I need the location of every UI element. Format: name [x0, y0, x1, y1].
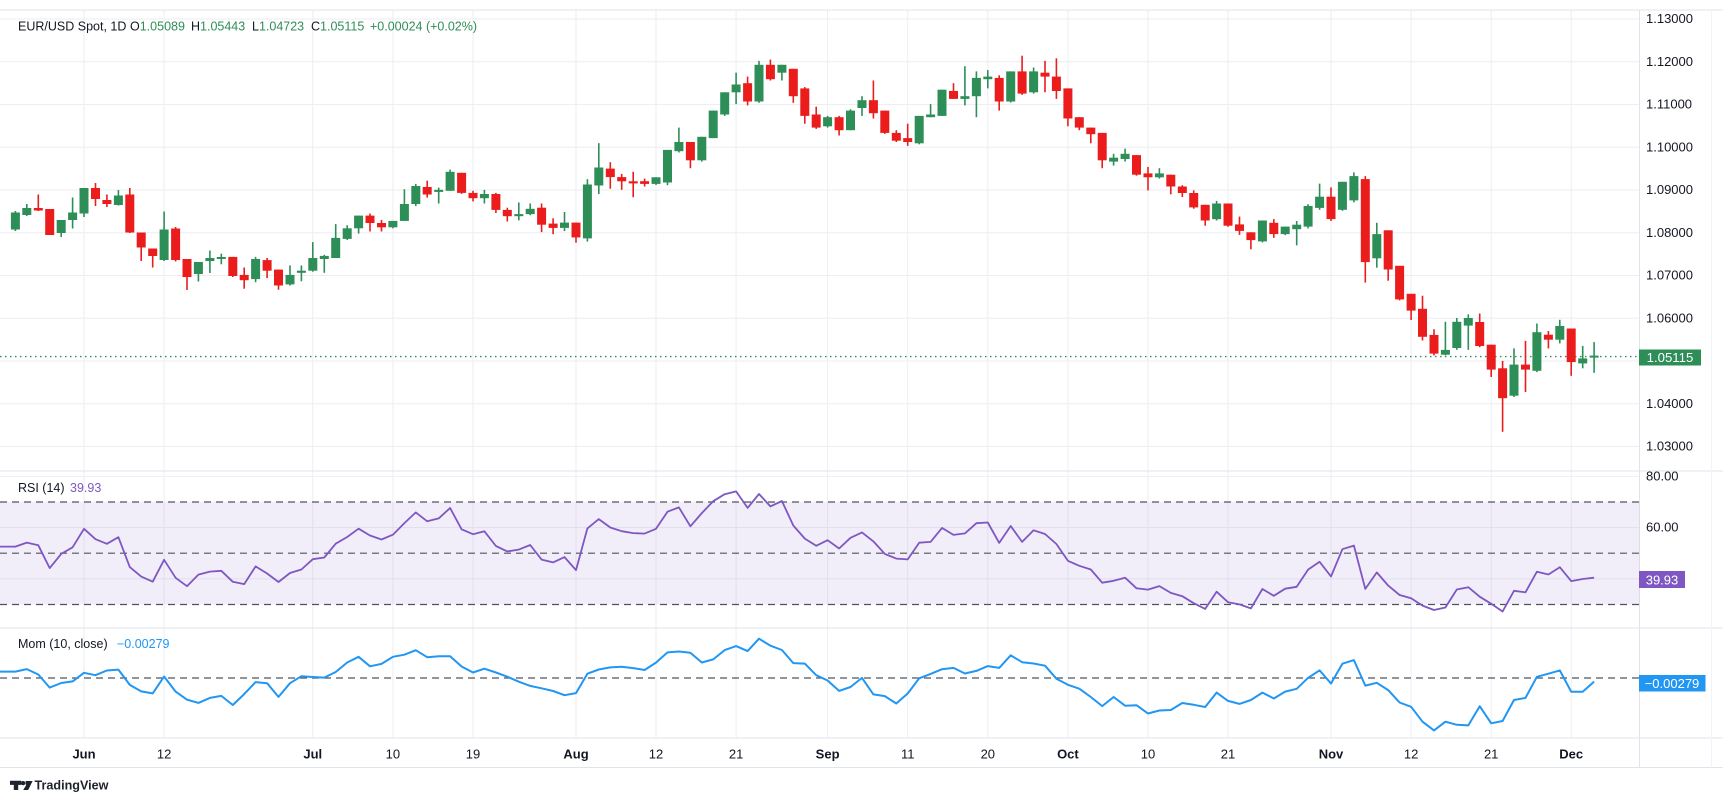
- svg-text:O1.05089: O1.05089: [130, 20, 185, 34]
- svg-text:−0.00279: −0.00279: [117, 637, 170, 651]
- svg-text:10: 10: [386, 747, 400, 762]
- svg-text:21: 21: [1221, 747, 1235, 762]
- svg-text:1.03000: 1.03000: [1646, 439, 1693, 454]
- svg-text:1.04000: 1.04000: [1646, 396, 1693, 411]
- svg-text:21: 21: [1484, 747, 1498, 762]
- svg-text:Sep: Sep: [816, 747, 840, 762]
- svg-text:39.93: 39.93: [70, 481, 101, 495]
- svg-text:1.10000: 1.10000: [1646, 139, 1693, 154]
- svg-text:20: 20: [981, 747, 995, 762]
- svg-text:1.06000: 1.06000: [1646, 310, 1693, 325]
- svg-text:Dec: Dec: [1559, 747, 1583, 762]
- svg-text:1.12000: 1.12000: [1646, 54, 1693, 69]
- svg-text:80.00: 80.00: [1646, 468, 1679, 483]
- svg-text:Jul: Jul: [303, 747, 322, 762]
- svg-text:Aug: Aug: [563, 747, 588, 762]
- svg-text:Oct: Oct: [1057, 747, 1079, 762]
- svg-text:1.07000: 1.07000: [1646, 268, 1693, 283]
- svg-text:H1.05443: H1.05443: [191, 20, 245, 34]
- svg-text:19: 19: [466, 747, 480, 762]
- svg-text:12: 12: [157, 747, 171, 762]
- svg-text:12: 12: [1404, 747, 1418, 762]
- svg-text:1.13000: 1.13000: [1646, 11, 1693, 26]
- svg-text:12: 12: [649, 747, 663, 762]
- svg-text:39.93: 39.93: [1646, 573, 1679, 588]
- svg-text:Nov: Nov: [1319, 747, 1344, 762]
- svg-text:TradingView: TradingView: [35, 779, 109, 793]
- svg-text:10: 10: [1141, 747, 1155, 762]
- svg-text:+0.00024 (+0.02%): +0.00024 (+0.02%): [370, 20, 477, 34]
- svg-text:Mom (10, close): Mom (10, close): [18, 637, 108, 651]
- svg-text:−0.00279: −0.00279: [1645, 676, 1700, 691]
- svg-text:21: 21: [729, 747, 743, 762]
- svg-text:11: 11: [901, 747, 915, 762]
- svg-text:Jun: Jun: [72, 747, 95, 762]
- svg-text:1.11000: 1.11000: [1646, 97, 1692, 112]
- svg-text:60.00: 60.00: [1646, 520, 1679, 535]
- svg-text:1.09000: 1.09000: [1646, 182, 1693, 197]
- svg-text:1.05115: 1.05115: [1647, 350, 1694, 365]
- svg-text:RSI (14): RSI (14): [18, 481, 65, 495]
- svg-text:EUR/USD Spot, 1D: EUR/USD Spot, 1D: [18, 20, 126, 34]
- svg-text:C1.05115: C1.05115: [311, 20, 364, 34]
- svg-text:1.08000: 1.08000: [1646, 225, 1693, 240]
- svg-text:L1.04723: L1.04723: [252, 20, 304, 34]
